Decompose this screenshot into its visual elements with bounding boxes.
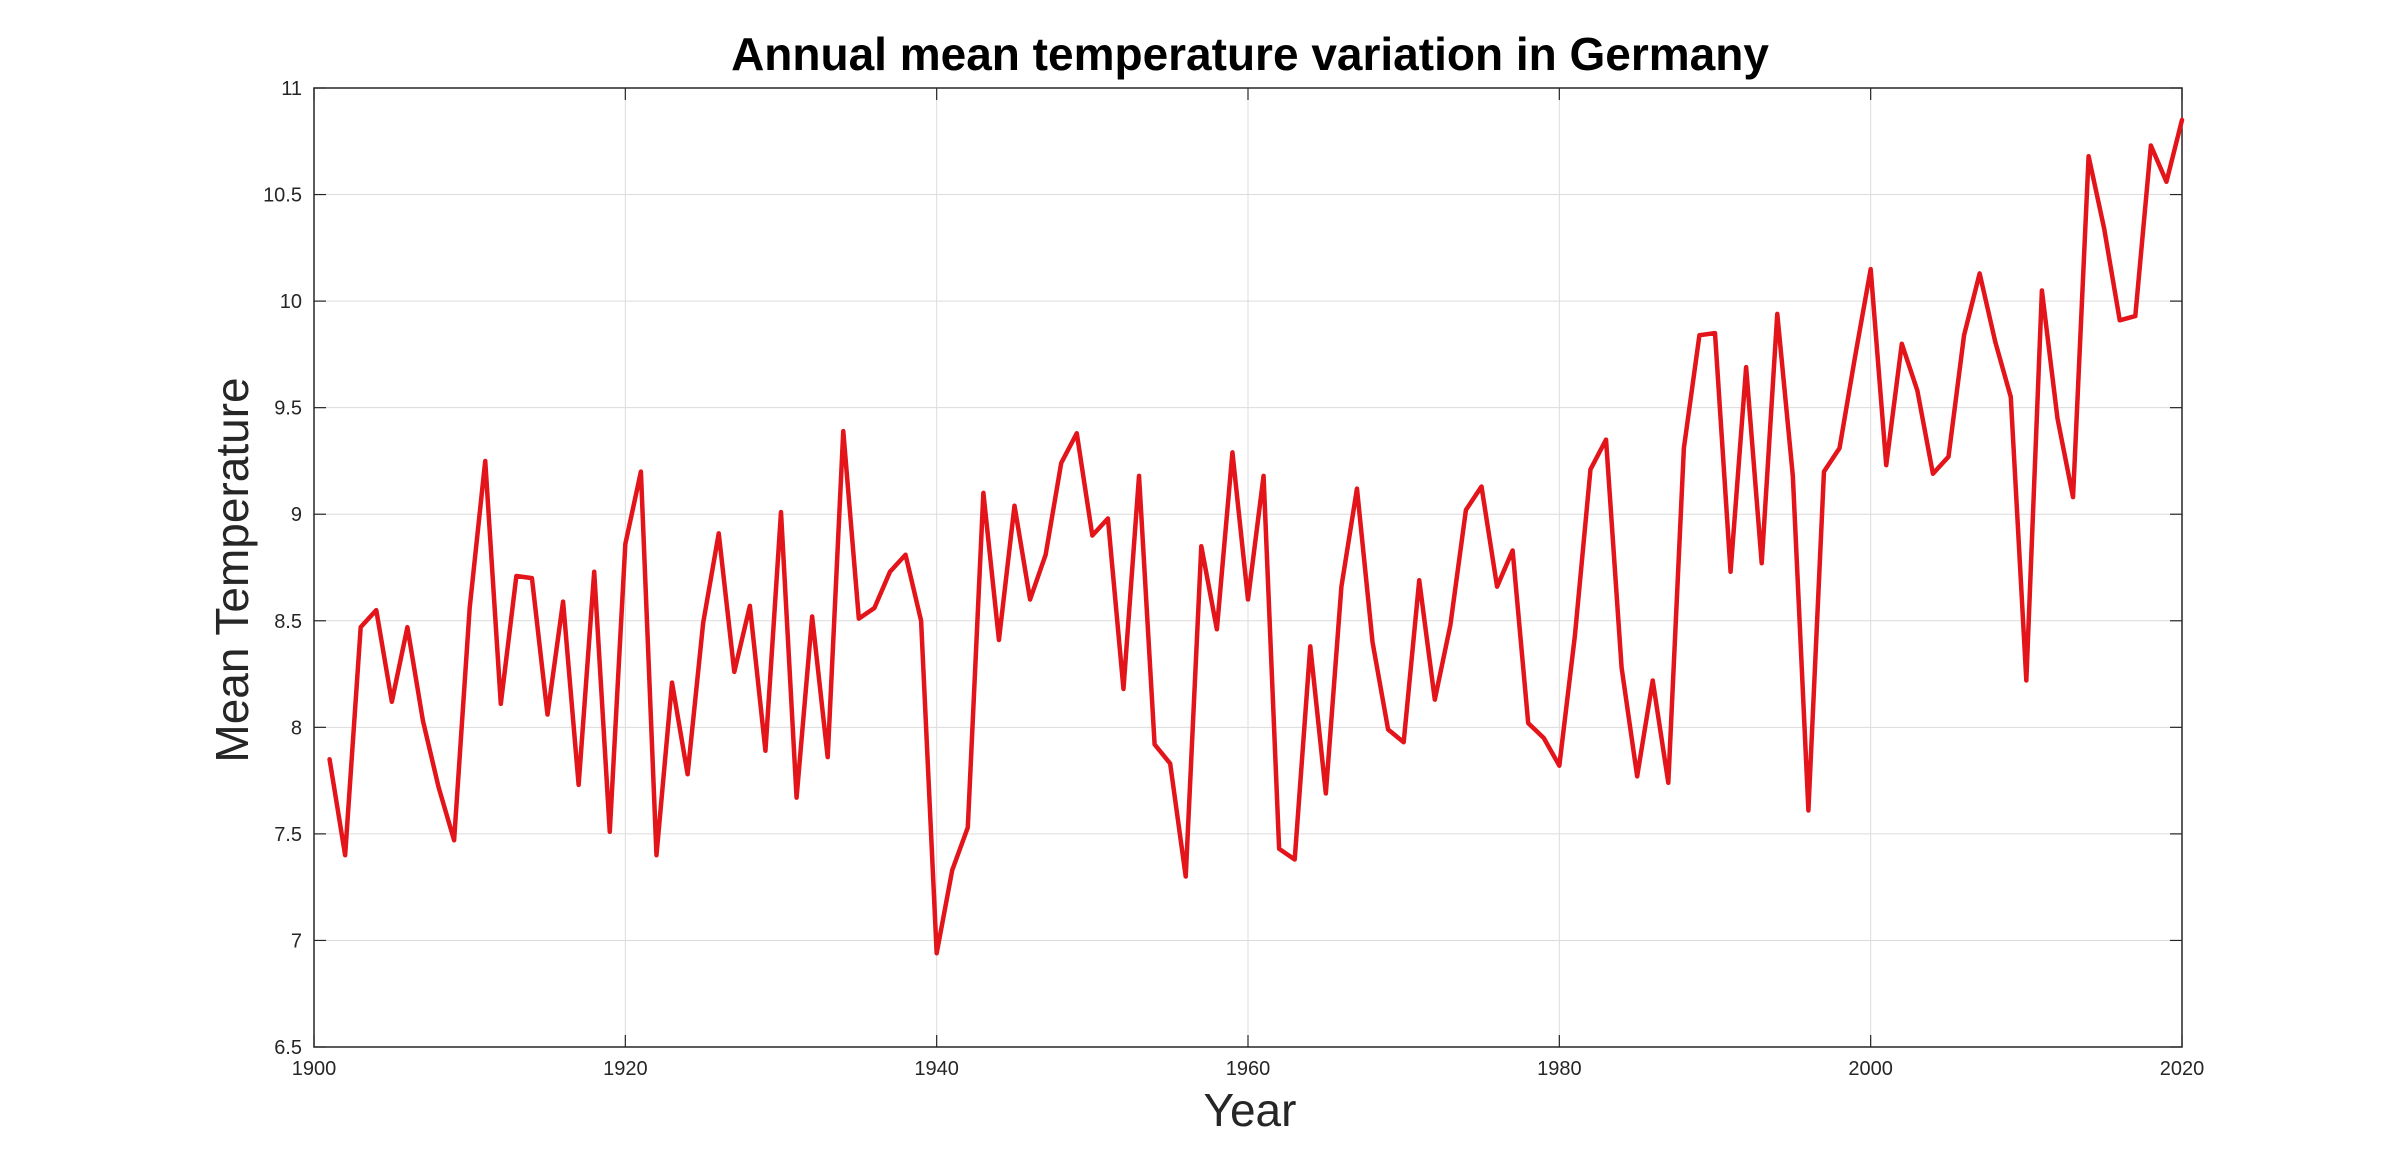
y-tick-label: 10	[280, 291, 302, 313]
y-tick-label: 10.5	[263, 185, 302, 207]
y-tick-label: 9	[291, 504, 302, 526]
x-tick-label: 1980	[1537, 1058, 1582, 1080]
x-axis-label: Year	[1204, 1084, 1297, 1136]
x-tick-label: 2000	[1848, 1058, 1893, 1080]
y-tick-label: 11	[281, 78, 302, 100]
grid	[313, 87, 2183, 1048]
x-tick-label: 1900	[292, 1058, 337, 1080]
y-tick-label: 8	[291, 717, 302, 739]
y-tick-label: 7.5	[274, 824, 302, 846]
x-tick-label: 1960	[1226, 1058, 1271, 1080]
y-axis-label: Mean Temperature	[206, 377, 258, 762]
plot-frame	[313, 87, 2183, 1048]
x-tick-labels: 1900 1920 1940 1960 1980 2000 2020	[292, 1058, 2205, 1080]
y-tick-label: 7	[291, 930, 302, 952]
y-tick-labels: 6.5 7 7.5 8 8.5 9 9.5 10 10.5 11	[263, 78, 302, 1059]
series-line	[327, 117, 2185, 956]
x-tick-label: 1920	[603, 1058, 648, 1080]
x-tick-label: 2020	[2160, 1058, 2205, 1080]
series-layer	[327, 117, 2185, 956]
y-tick-label: 6.5	[274, 1037, 302, 1059]
y-tick-label: 9.5	[274, 398, 302, 420]
chart-title: Annual mean temperature variation in Ger…	[731, 28, 1769, 80]
y-tick-label: 8.5	[274, 611, 302, 633]
x-tick-label: 1940	[914, 1058, 959, 1080]
